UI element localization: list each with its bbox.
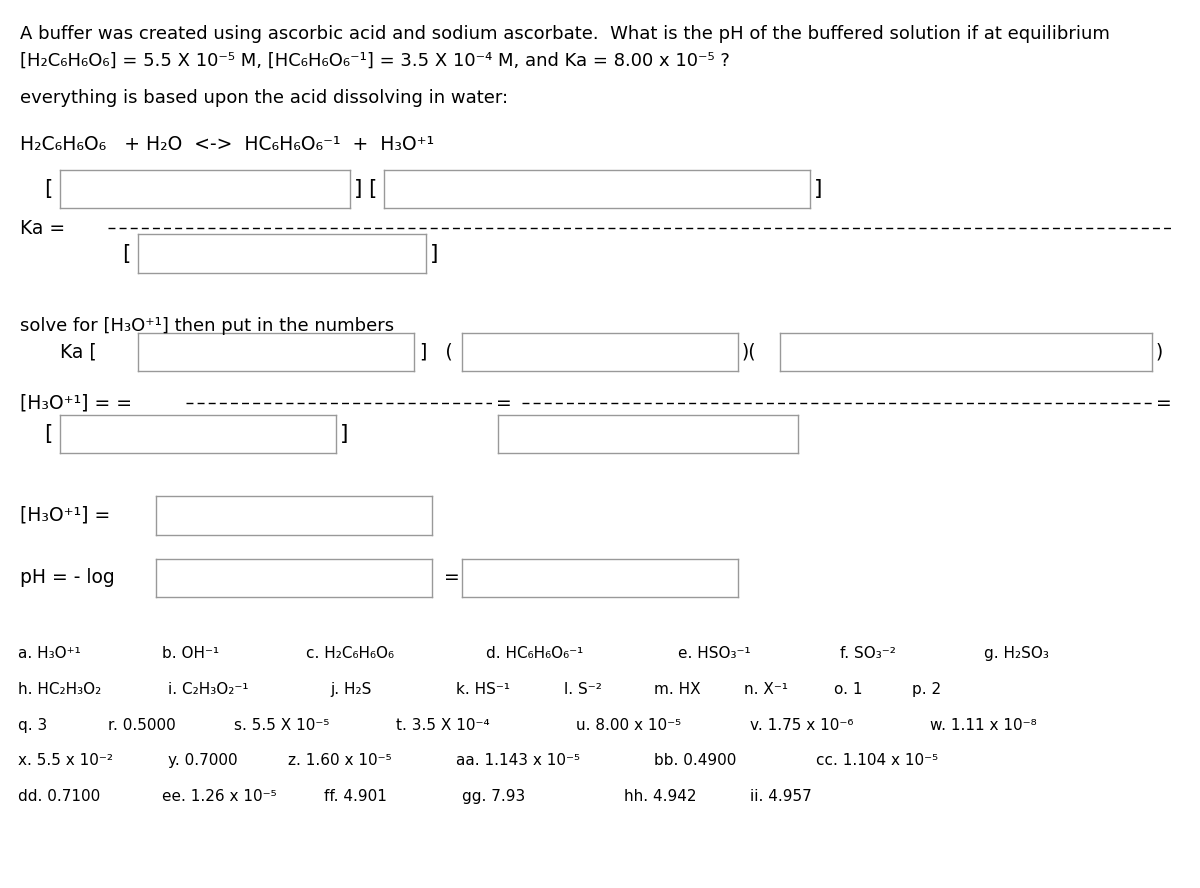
Text: A buffer was created using ascorbic acid and sodium ascorbate.  What is the pH o: A buffer was created using ascorbic acid… bbox=[20, 25, 1110, 43]
Text: u. 8.00 x 10⁻⁵: u. 8.00 x 10⁻⁵ bbox=[576, 718, 682, 733]
Text: b. OH⁻¹: b. OH⁻¹ bbox=[162, 646, 220, 662]
Text: h. HC₂H₃O₂: h. HC₂H₃O₂ bbox=[18, 682, 101, 697]
Text: o. 1: o. 1 bbox=[834, 682, 863, 697]
Text: Ka =: Ka = bbox=[20, 218, 66, 238]
Text: d. HC₆H₆O₆⁻¹: d. HC₆H₆O₆⁻¹ bbox=[486, 646, 583, 662]
Text: gg. 7.93: gg. 7.93 bbox=[462, 789, 526, 804]
Text: ]   (: ] ( bbox=[420, 343, 452, 361]
Text: m. HX: m. HX bbox=[654, 682, 701, 697]
Text: [: [ bbox=[44, 178, 53, 199]
Text: k. HS⁻¹: k. HS⁻¹ bbox=[456, 682, 510, 697]
Text: [: [ bbox=[368, 178, 377, 199]
Text: solve for [H₃O⁺¹] then put in the numbers: solve for [H₃O⁺¹] then put in the number… bbox=[20, 317, 395, 335]
Text: [: [ bbox=[44, 424, 53, 444]
Text: ii. 4.957: ii. 4.957 bbox=[750, 789, 811, 804]
Text: x. 5.5 x 10⁻²: x. 5.5 x 10⁻² bbox=[18, 753, 113, 768]
Text: g. H₂SO₃: g. H₂SO₃ bbox=[984, 646, 1049, 662]
Text: everything is based upon the acid dissolving in water:: everything is based upon the acid dissol… bbox=[20, 89, 509, 107]
Text: cc. 1.104 x 10⁻⁵: cc. 1.104 x 10⁻⁵ bbox=[816, 753, 938, 768]
Text: dd. 0.7100: dd. 0.7100 bbox=[18, 789, 101, 804]
Text: [H₃O⁺¹] = =: [H₃O⁺¹] = = bbox=[20, 393, 132, 413]
Text: p. 2: p. 2 bbox=[912, 682, 941, 697]
Text: l. S⁻²: l. S⁻² bbox=[564, 682, 602, 697]
Text: ]: ] bbox=[430, 243, 438, 264]
Text: aa. 1.143 x 10⁻⁵: aa. 1.143 x 10⁻⁵ bbox=[456, 753, 580, 768]
Text: ee. 1.26 x 10⁻⁵: ee. 1.26 x 10⁻⁵ bbox=[162, 789, 277, 804]
Text: s. 5.5 X 10⁻⁵: s. 5.5 X 10⁻⁵ bbox=[234, 718, 329, 733]
Text: [: [ bbox=[122, 243, 131, 264]
Text: =: = bbox=[1156, 393, 1171, 413]
Text: hh. 4.942: hh. 4.942 bbox=[624, 789, 696, 804]
Text: )(: )( bbox=[742, 343, 756, 361]
Text: pH = - log: pH = - log bbox=[20, 568, 115, 587]
Text: r. 0.5000: r. 0.5000 bbox=[108, 718, 175, 733]
Text: y. 0.7000: y. 0.7000 bbox=[168, 753, 238, 768]
Text: Ka [: Ka [ bbox=[60, 343, 97, 361]
Text: i. C₂H₃O₂⁻¹: i. C₂H₃O₂⁻¹ bbox=[168, 682, 248, 697]
Text: c. H₂C₆H₆O₆: c. H₂C₆H₆O₆ bbox=[306, 646, 394, 662]
Text: [H₂C₆H₆O₆] = 5.5 X 10⁻⁵ M, [HC₆H₆O₆⁻¹] = 3.5 X 10⁻⁴ M, and Ka = 8.00 x 10⁻⁵ ?: [H₂C₆H₆O₆] = 5.5 X 10⁻⁵ M, [HC₆H₆O₆⁻¹] =… bbox=[20, 52, 731, 69]
Text: ]: ] bbox=[354, 178, 362, 199]
Text: =: = bbox=[496, 393, 511, 413]
Text: n. X⁻¹: n. X⁻¹ bbox=[744, 682, 788, 697]
Text: z. 1.60 x 10⁻⁵: z. 1.60 x 10⁻⁵ bbox=[288, 753, 391, 768]
Text: bb. 0.4900: bb. 0.4900 bbox=[654, 753, 737, 768]
Text: H₂C₆H₆O₆   + H₂O  <->  HC₆H₆O₆⁻¹  +  H₃O⁺¹: H₂C₆H₆O₆ + H₂O <-> HC₆H₆O₆⁻¹ + H₃O⁺¹ bbox=[20, 135, 434, 154]
Text: w. 1.11 x 10⁻⁸: w. 1.11 x 10⁻⁸ bbox=[930, 718, 1037, 733]
Text: [H₃O⁺¹] =: [H₃O⁺¹] = bbox=[20, 506, 110, 525]
Text: t. 3.5 X 10⁻⁴: t. 3.5 X 10⁻⁴ bbox=[396, 718, 490, 733]
Text: ]: ] bbox=[340, 424, 348, 444]
Text: ): ) bbox=[1156, 343, 1163, 361]
Text: ]: ] bbox=[814, 178, 822, 199]
Text: j. H₂S: j. H₂S bbox=[330, 682, 371, 697]
Text: f. SO₃⁻²: f. SO₃⁻² bbox=[840, 646, 896, 662]
Text: v. 1.75 x 10⁻⁶: v. 1.75 x 10⁻⁶ bbox=[750, 718, 853, 733]
Text: ff. 4.901: ff. 4.901 bbox=[324, 789, 386, 804]
Text: e. HSO₃⁻¹: e. HSO₃⁻¹ bbox=[678, 646, 751, 662]
Text: q. 3: q. 3 bbox=[18, 718, 47, 733]
Text: =: = bbox=[444, 568, 460, 587]
Text: a. H₃O⁺¹: a. H₃O⁺¹ bbox=[18, 646, 80, 662]
